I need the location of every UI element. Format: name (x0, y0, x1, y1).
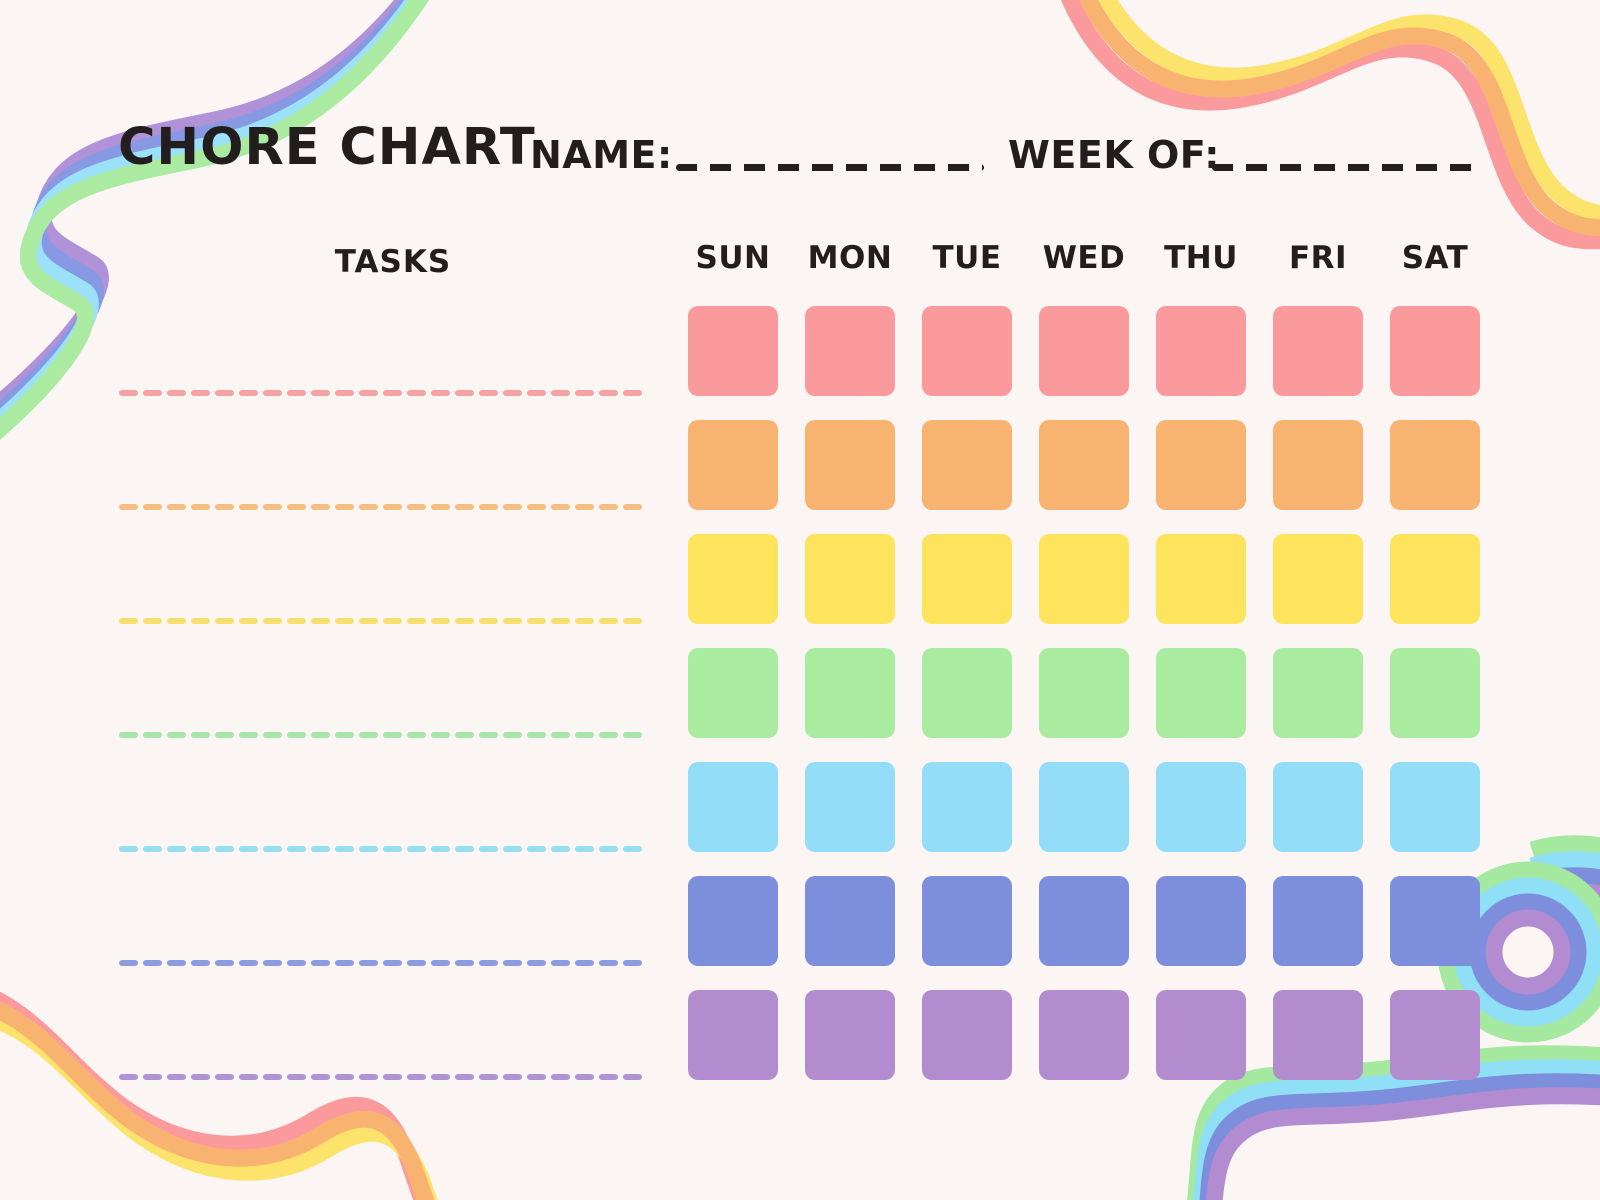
day-header-tue: TUE (932, 240, 1002, 276)
chore-cell-row1-sun[interactable] (688, 306, 778, 396)
chore-cell-row6-wed[interactable] (1039, 876, 1129, 966)
rainbow-ribbon-top-left (0, 0, 430, 440)
chore-cell-row7-tue[interactable] (922, 990, 1012, 1080)
chore-cell-row7-mon[interactable] (805, 990, 895, 1080)
name-label: NAME: (530, 133, 673, 177)
chore-cell-row7-fri[interactable] (1273, 990, 1363, 1080)
chore-cell-row4-wed[interactable] (1039, 648, 1129, 738)
chore-cell-row5-tue[interactable] (922, 762, 1012, 852)
rainbow-ribbon-top-right (1097, 0, 1600, 223)
chore-cell-row3-thu[interactable] (1156, 534, 1246, 624)
chore-cell-row1-thu[interactable] (1156, 306, 1246, 396)
chore-cell-row6-fri[interactable] (1273, 876, 1363, 966)
chore-grid: SUN MON TUE WED THU FRI SAT (688, 240, 1480, 1080)
day-header-sun: SUN (695, 240, 771, 276)
chore-cell-row4-mon[interactable] (805, 648, 895, 738)
rainbow-ribbon-bottom-right-loop (1485, 909, 1571, 995)
chore-cell-row2-sat[interactable] (1390, 420, 1480, 510)
chore-cell-row2-mon[interactable] (805, 420, 895, 510)
week-of-input-blank[interactable] (1212, 164, 1474, 171)
chore-cell-row4-fri[interactable] (1273, 648, 1363, 738)
chore-cell-row5-fri[interactable] (1273, 762, 1363, 852)
chore-cell-row4-thu[interactable] (1156, 648, 1246, 738)
day-header-sat: SAT (1401, 240, 1469, 276)
chore-cell-row3-sun[interactable] (688, 534, 778, 624)
chore-cell-row2-sun[interactable] (688, 420, 778, 510)
chore-cell-row5-sun[interactable] (688, 762, 778, 852)
rainbow-ribbon-bottom-right (1193, 1059, 1600, 1200)
chore-cell-row1-tue[interactable] (922, 306, 1012, 396)
chore-cell-row4-sun[interactable] (688, 648, 778, 738)
chore-cell-row6-tue[interactable] (922, 876, 1012, 966)
chore-cell-row5-thu[interactable] (1156, 762, 1246, 852)
day-header-thu: THU (1164, 240, 1238, 276)
chore-cell-row7-sat[interactable] (1390, 990, 1480, 1080)
page-title: CHORE CHART (118, 118, 536, 177)
chore-cell-row3-tue[interactable] (922, 534, 1012, 624)
week-of-label: WEEK OF: (1008, 133, 1220, 177)
chore-cell-row3-wed[interactable] (1039, 534, 1129, 624)
chore-cell-row3-mon[interactable] (805, 534, 895, 624)
chore-cell-row5-mon[interactable] (805, 762, 895, 852)
rainbow-ribbon-bottom-left (0, 1001, 435, 1200)
chore-cell-row7-sun[interactable] (688, 990, 778, 1080)
rainbow-ribbon-top-right (1079, 0, 1600, 237)
chore-cell-row1-fri[interactable] (1273, 306, 1363, 396)
chore-cell-row3-fri[interactable] (1273, 534, 1363, 624)
chore-cell-row2-tue[interactable] (922, 420, 1012, 510)
chore-cell-row6-mon[interactable] (805, 876, 895, 966)
chore-cell-row6-thu[interactable] (1156, 876, 1246, 966)
chore-cell-row3-sat[interactable] (1390, 534, 1480, 624)
chore-cell-row5-sat[interactable] (1390, 762, 1480, 852)
name-input-blank[interactable] (676, 164, 984, 171)
day-header-fri: FRI (1288, 240, 1348, 276)
rainbow-ribbon-bottom-right (1529, 835, 1600, 859)
chore-cell-row1-mon[interactable] (805, 306, 895, 396)
rainbow-ribbon-top-right (1060, 0, 1600, 250)
chore-cell-row4-tue[interactable] (922, 648, 1012, 738)
chore-cell-row6-sat[interactable] (1390, 876, 1480, 966)
rainbow-ribbon-bottom-right (1529, 851, 1600, 875)
rainbow-ribbon-bottom-right (1199, 1073, 1600, 1200)
chore-cell-row4-sat[interactable] (1390, 648, 1480, 738)
chore-cell-row6-sun[interactable] (688, 876, 778, 966)
tasks-column-header: TASKS (334, 244, 452, 280)
day-header-wed: WED (1042, 240, 1126, 276)
rainbow-ribbon-bottom-right (1205, 1087, 1600, 1200)
chore-cell-row1-wed[interactable] (1039, 306, 1129, 396)
chore-cell-row5-wed[interactable] (1039, 762, 1129, 852)
day-header-mon: MON (807, 240, 893, 276)
chore-cell-row2-fri[interactable] (1273, 420, 1363, 510)
chore-cell-row1-sat[interactable] (1390, 306, 1480, 396)
chore-cell-row7-wed[interactable] (1039, 990, 1129, 1080)
chore-cell-row7-thu[interactable] (1156, 990, 1246, 1080)
chore-cell-row2-wed[interactable] (1039, 420, 1129, 510)
chore-cell-row2-thu[interactable] (1156, 420, 1246, 510)
